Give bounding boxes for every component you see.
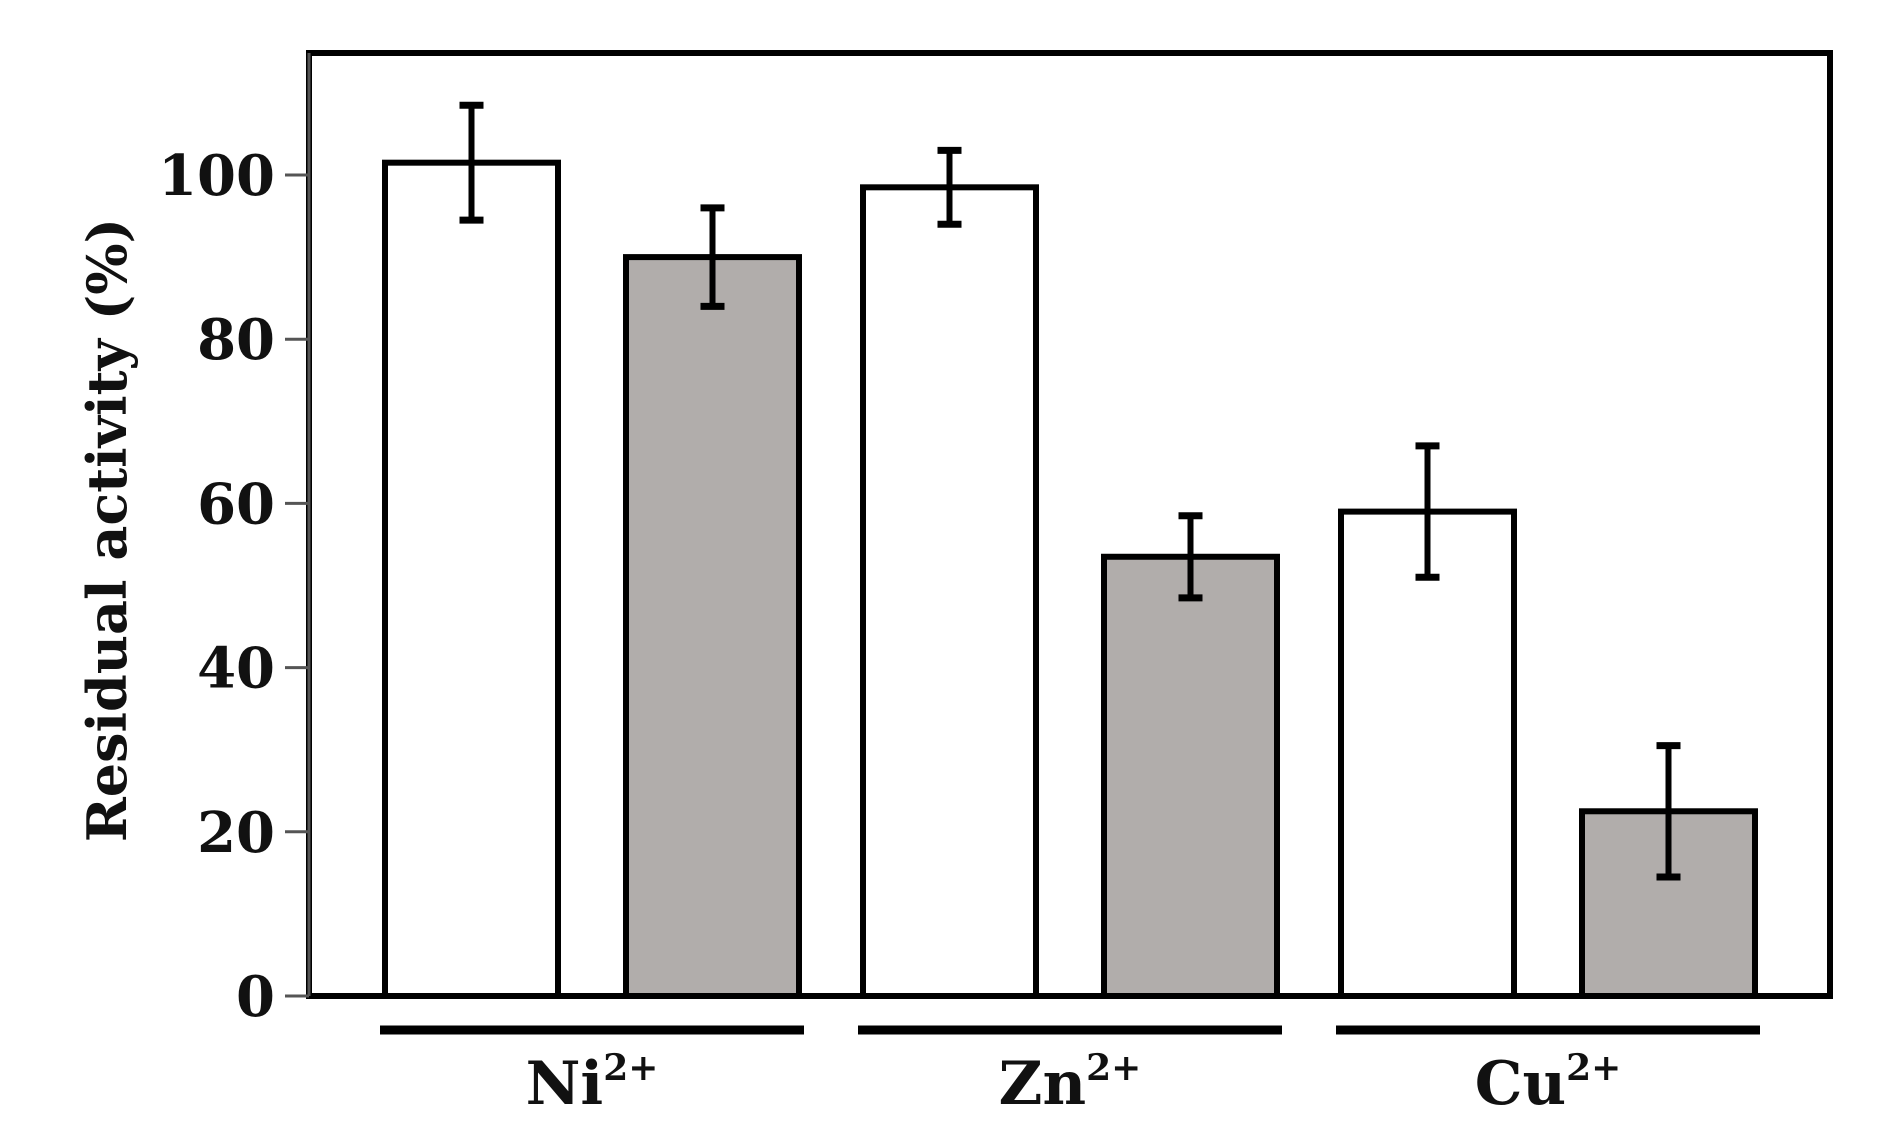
y-tick-label: 20: [197, 800, 275, 866]
group-label-base: Zn: [999, 1049, 1086, 1119]
y-tick-label: 40: [197, 636, 275, 702]
group-label-superscript: 2+: [603, 1047, 658, 1089]
y-axis-ticks: 0 20 40 60 80 100: [158, 143, 309, 1030]
bar-cu-1: [1338, 508, 1517, 999]
bar-zn-2: [1101, 553, 1280, 999]
group-labels: Ni2+ Zn2+ Cu2+: [380, 1025, 1760, 1119]
bars: [382, 159, 1758, 1000]
y-tick-label: 60: [197, 471, 275, 537]
y-axis-title: Residual activity (%): [75, 218, 139, 842]
group-label-superscript: 2+: [1086, 1047, 1141, 1089]
group-label-superscript: 2+: [1566, 1047, 1621, 1089]
group-label-ni: Ni2+: [526, 1047, 659, 1119]
group-label-zn: Zn2+: [999, 1047, 1142, 1119]
y-tick-label: 80: [197, 307, 275, 373]
bar-zn-1: [860, 184, 1039, 999]
error-bars: [459, 101, 1681, 881]
group-label-base: Cu: [1475, 1049, 1566, 1119]
y-tick-label: 100: [158, 143, 275, 209]
group-label-cu: Cu2+: [1475, 1047, 1622, 1119]
group-label-base: Ni: [526, 1049, 604, 1119]
bar-ni-1: [382, 159, 561, 999]
y-tick-label: 0: [236, 964, 275, 1030]
bar-ni-2: [623, 254, 802, 1000]
